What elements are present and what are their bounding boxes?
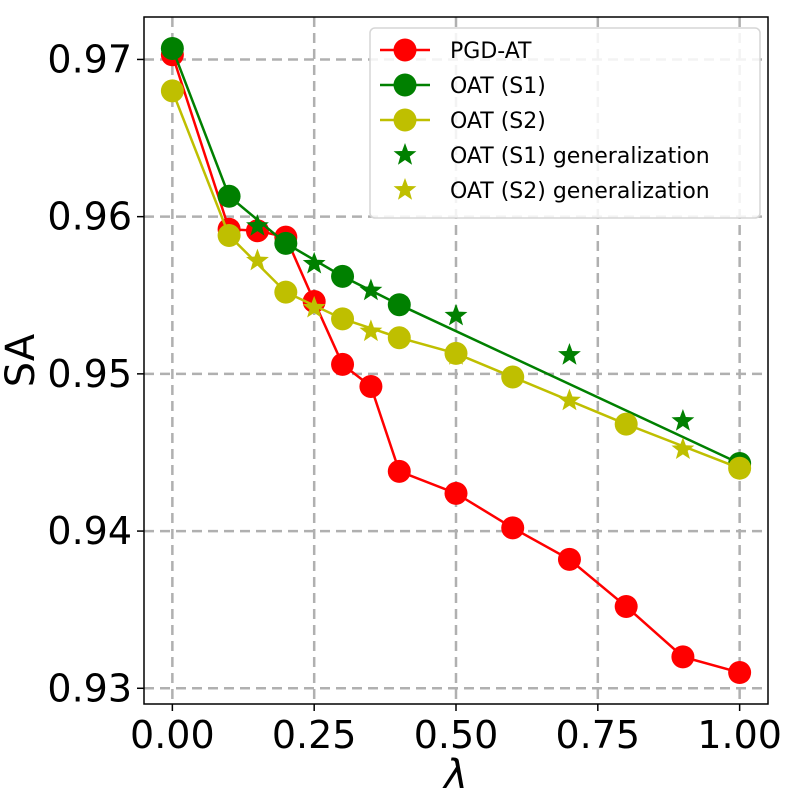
data-point — [444, 481, 468, 505]
data-point — [501, 516, 525, 540]
data-point — [671, 645, 695, 669]
series-4 — [246, 248, 695, 460]
data-point-star — [246, 248, 269, 271]
legend-label: OAT (S1) generalization — [450, 144, 710, 169]
data-point — [387, 326, 411, 350]
data-point — [217, 224, 241, 248]
legend-item: OAT (S1) generalization — [393, 143, 710, 169]
y-tick-label: 0.94 — [47, 509, 132, 553]
legend-label: OAT (S1) — [450, 74, 546, 99]
x-tick-label: 0.25 — [272, 713, 357, 757]
legend-item: OAT (S2) — [380, 108, 546, 134]
data-point — [728, 661, 752, 685]
legend-item: OAT (S1) — [380, 73, 546, 99]
data-point — [331, 352, 355, 376]
data-point-star — [246, 214, 269, 236]
data-point-star — [302, 295, 326, 318]
legend-label: OAT (S2) generalization — [450, 179, 710, 204]
data-point-star — [444, 303, 468, 326]
y-tick-label: 0.95 — [47, 352, 132, 396]
data-point-star — [671, 437, 695, 460]
legend-swatch-marker — [393, 38, 417, 62]
legend-label: OAT (S2) — [450, 109, 546, 134]
data-point — [387, 293, 411, 317]
data-point — [614, 412, 638, 436]
y-tick-label: 0.96 — [47, 195, 132, 239]
x-tick-label: 1.00 — [697, 713, 782, 757]
data-point-star — [558, 343, 581, 365]
x-axis-label: λ — [442, 752, 468, 798]
data-point — [160, 79, 184, 103]
data-point — [331, 307, 355, 331]
data-point-star — [444, 343, 468, 365]
y-axis-label: SA — [0, 333, 44, 387]
data-point — [331, 264, 355, 288]
data-point — [359, 374, 383, 398]
data-point-star — [359, 319, 383, 342]
legend-swatch-marker — [393, 73, 417, 97]
data-point — [501, 365, 525, 389]
y-tick-label: 0.97 — [47, 37, 132, 81]
legend-swatch-star — [393, 178, 417, 200]
data-point — [217, 184, 241, 208]
data-point — [274, 231, 298, 255]
data-point-star — [302, 251, 326, 274]
legend-label: PGD-AT — [450, 39, 532, 64]
legend-item: OAT (S2) generalization — [393, 178, 710, 204]
x-axis: 0.00 0.25 0.50 0.75 1.00 — [130, 704, 782, 757]
y-tick-label: 0.93 — [47, 666, 132, 710]
data-point-star — [558, 388, 581, 411]
data-point — [274, 280, 298, 304]
data-point — [728, 456, 752, 480]
data-point — [387, 459, 411, 483]
legend-item: PGD-AT — [380, 38, 532, 64]
data-point — [160, 36, 184, 60]
legend-box — [369, 27, 761, 219]
legend-swatch-marker — [393, 108, 417, 132]
data-point-star — [671, 409, 695, 431]
legend: PGD-AT OAT (S1) OAT (S2) OAT (S1) generaliz… — [369, 27, 761, 219]
plot-area — [160, 36, 752, 685]
x-tick-label: 0.75 — [556, 713, 641, 757]
data-point — [614, 595, 638, 619]
data-point — [557, 547, 581, 571]
legend-swatch-star — [393, 143, 417, 165]
x-tick-label: 0.50 — [414, 713, 499, 757]
x-tick-label: 0.00 — [130, 713, 215, 757]
series-3 — [246, 214, 695, 431]
y-axis: 0.93 0.94 0.95 0.96 0.97 — [47, 37, 144, 710]
data-point-star — [359, 278, 383, 301]
